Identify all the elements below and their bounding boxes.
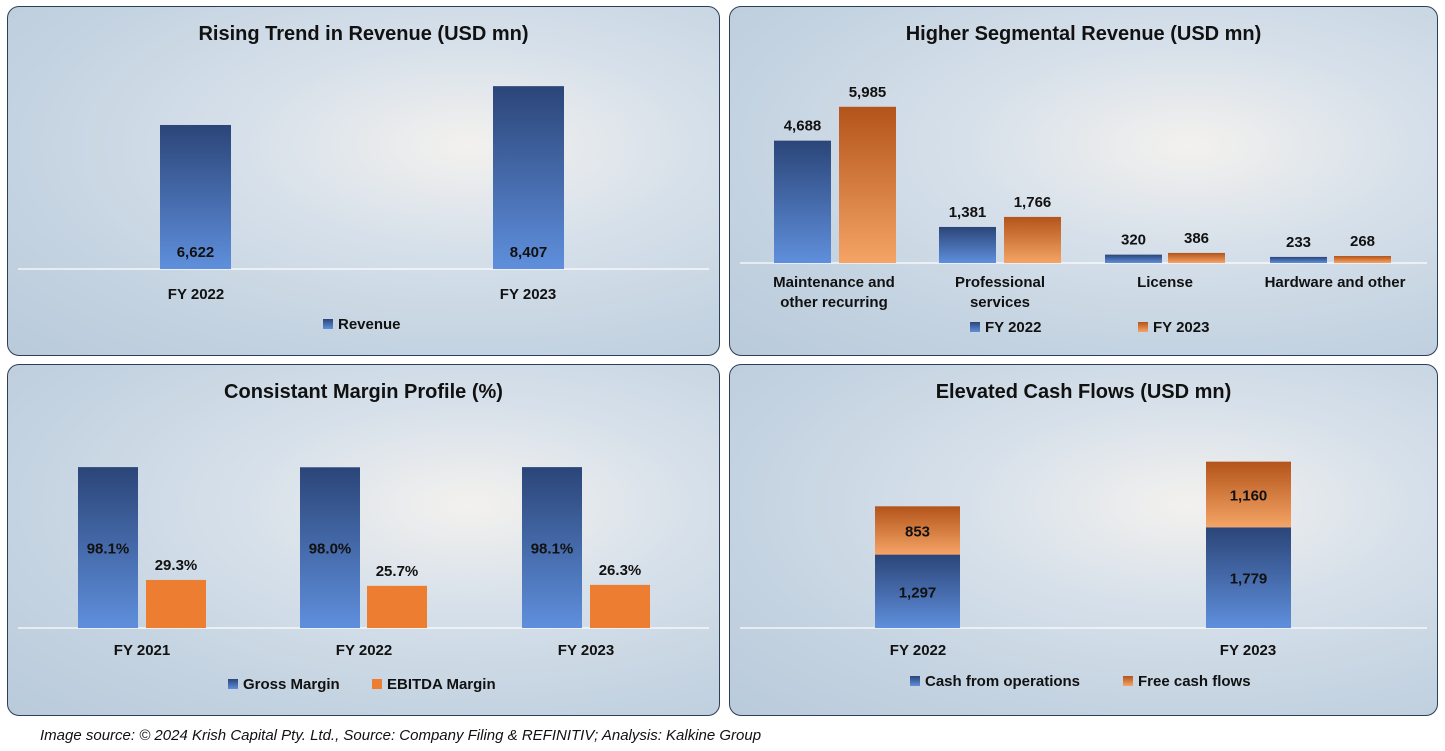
legend-swatch — [1123, 676, 1133, 686]
bar-gross-margin — [78, 467, 138, 628]
legend-swatch — [970, 322, 980, 332]
category-label: FY 2023 — [500, 286, 556, 303]
data-label: 98.0% — [309, 541, 352, 558]
bar-free-cash-flows — [1206, 461, 1291, 528]
category-label: FY 2023 — [558, 642, 614, 659]
bar-fy-2023 — [839, 106, 896, 263]
bar-cash-from-operations — [875, 554, 960, 628]
data-label: 320 — [1121, 232, 1146, 249]
category-label: Professional — [955, 274, 1045, 291]
panel-cash: Elevated Cash Flows (USD mn) 1,297 853 FY … — [729, 364, 1438, 716]
legend-label: Free cash flows — [1138, 673, 1251, 690]
legend-swatch — [910, 676, 920, 686]
data-label: 233 — [1286, 234, 1311, 251]
footer-source: Image source: © 2024 Krish Capital Pty. … — [40, 727, 762, 744]
bar-fy-2023 — [1004, 216, 1061, 263]
bar-fy-2022 — [1105, 254, 1162, 263]
data-label: 8,407 — [510, 244, 548, 261]
legend-swatch — [323, 319, 333, 329]
bar-free-cash-flows — [875, 506, 960, 555]
category-label: License — [1137, 274, 1193, 291]
data-label: 268 — [1350, 233, 1375, 250]
bar-ebitda-margin — [590, 584, 650, 628]
bar-gross-margin — [522, 467, 582, 628]
data-label: 1,160 — [1230, 487, 1268, 504]
data-label: 853 — [905, 523, 930, 540]
panel-revenue: Rising Trend in Revenue (USD mn) 6,622 FY… — [7, 6, 720, 356]
bar-cash-from-operations — [1206, 527, 1291, 628]
bar-fy-2022 — [774, 140, 831, 263]
data-label: 5,985 — [849, 84, 887, 101]
data-label: 98.1% — [87, 541, 130, 558]
data-label: 1,297 — [899, 584, 937, 601]
chart-margin: 98.1% 29.3% FY 2021 98.0% 25.7% FY 2022 98.1% 2… — [18, 467, 709, 693]
bar-ebitda-margin — [146, 579, 206, 628]
panel-segment: Higher Segmental Revenue (USD mn) 4,688 5… — [729, 6, 1438, 356]
legend-label: EBITDA Margin — [387, 676, 496, 693]
bar-revenue — [160, 124, 231, 269]
data-label: 25.7% — [376, 563, 419, 580]
bar-ebitda-margin — [367, 585, 427, 628]
bar-fy-2022 — [939, 226, 996, 263]
data-label: 29.3% — [155, 557, 198, 574]
category-label: Maintenance and — [773, 274, 895, 291]
category-label: FY 2022 — [168, 286, 224, 303]
legend-label: FY 2023 — [1153, 319, 1209, 336]
bar-fy-2023 — [1168, 252, 1225, 263]
data-label: 4,688 — [784, 118, 822, 135]
legend-swatch — [372, 679, 382, 689]
legend-label: Cash from operations — [925, 673, 1080, 690]
panel-margin: Consistant Margin Profile (%) 98.1% 29.3%… — [7, 364, 720, 716]
bar-gross-margin — [300, 467, 360, 628]
data-label: 26.3% — [599, 562, 642, 579]
bar-fy-2022 — [1270, 256, 1327, 263]
legend-swatch — [1138, 322, 1148, 332]
chart-segment: 4,688 5,985 Maintenance and other recurring… — [740, 84, 1427, 336]
legend-label: Revenue — [338, 316, 401, 333]
category-label: FY 2022 — [890, 642, 946, 659]
bar-fy-2023 — [1334, 256, 1391, 263]
category-label: services — [970, 294, 1030, 311]
category-label: other recurring — [780, 294, 888, 311]
category-label: FY 2021 — [114, 642, 170, 659]
category-label: Hardware and other — [1265, 274, 1406, 291]
data-label: 1,381 — [949, 204, 987, 221]
category-label: FY 2023 — [1220, 642, 1276, 659]
category-label: FY 2022 — [336, 642, 392, 659]
chart-cash: 1,297 853 FY 2022 1,779 1,160 FY 2023 Cash fro… — [740, 461, 1427, 690]
chart-title: Higher Segmental Revenue (USD mn) — [905, 23, 1262, 45]
data-label: 6,622 — [177, 244, 215, 261]
chart-revenue: 6,622 FY 2022 8,407 FY 2023 Revenue — [18, 86, 709, 333]
chart-title: Consistant Margin Profile (%) — [224, 381, 503, 403]
data-label: 98.1% — [531, 541, 574, 558]
legend-label: FY 2022 — [985, 319, 1041, 336]
chart-title: Rising Trend in Revenue (USD mn) — [198, 23, 529, 45]
data-label: 386 — [1184, 230, 1209, 247]
data-label: 1,779 — [1230, 571, 1268, 588]
legend-label: Gross Margin — [243, 676, 340, 693]
data-label: 1,766 — [1014, 194, 1052, 211]
legend-swatch — [228, 679, 238, 689]
bar-revenue — [493, 86, 564, 269]
chart-title: Elevated Cash Flows (USD mn) — [935, 381, 1232, 403]
